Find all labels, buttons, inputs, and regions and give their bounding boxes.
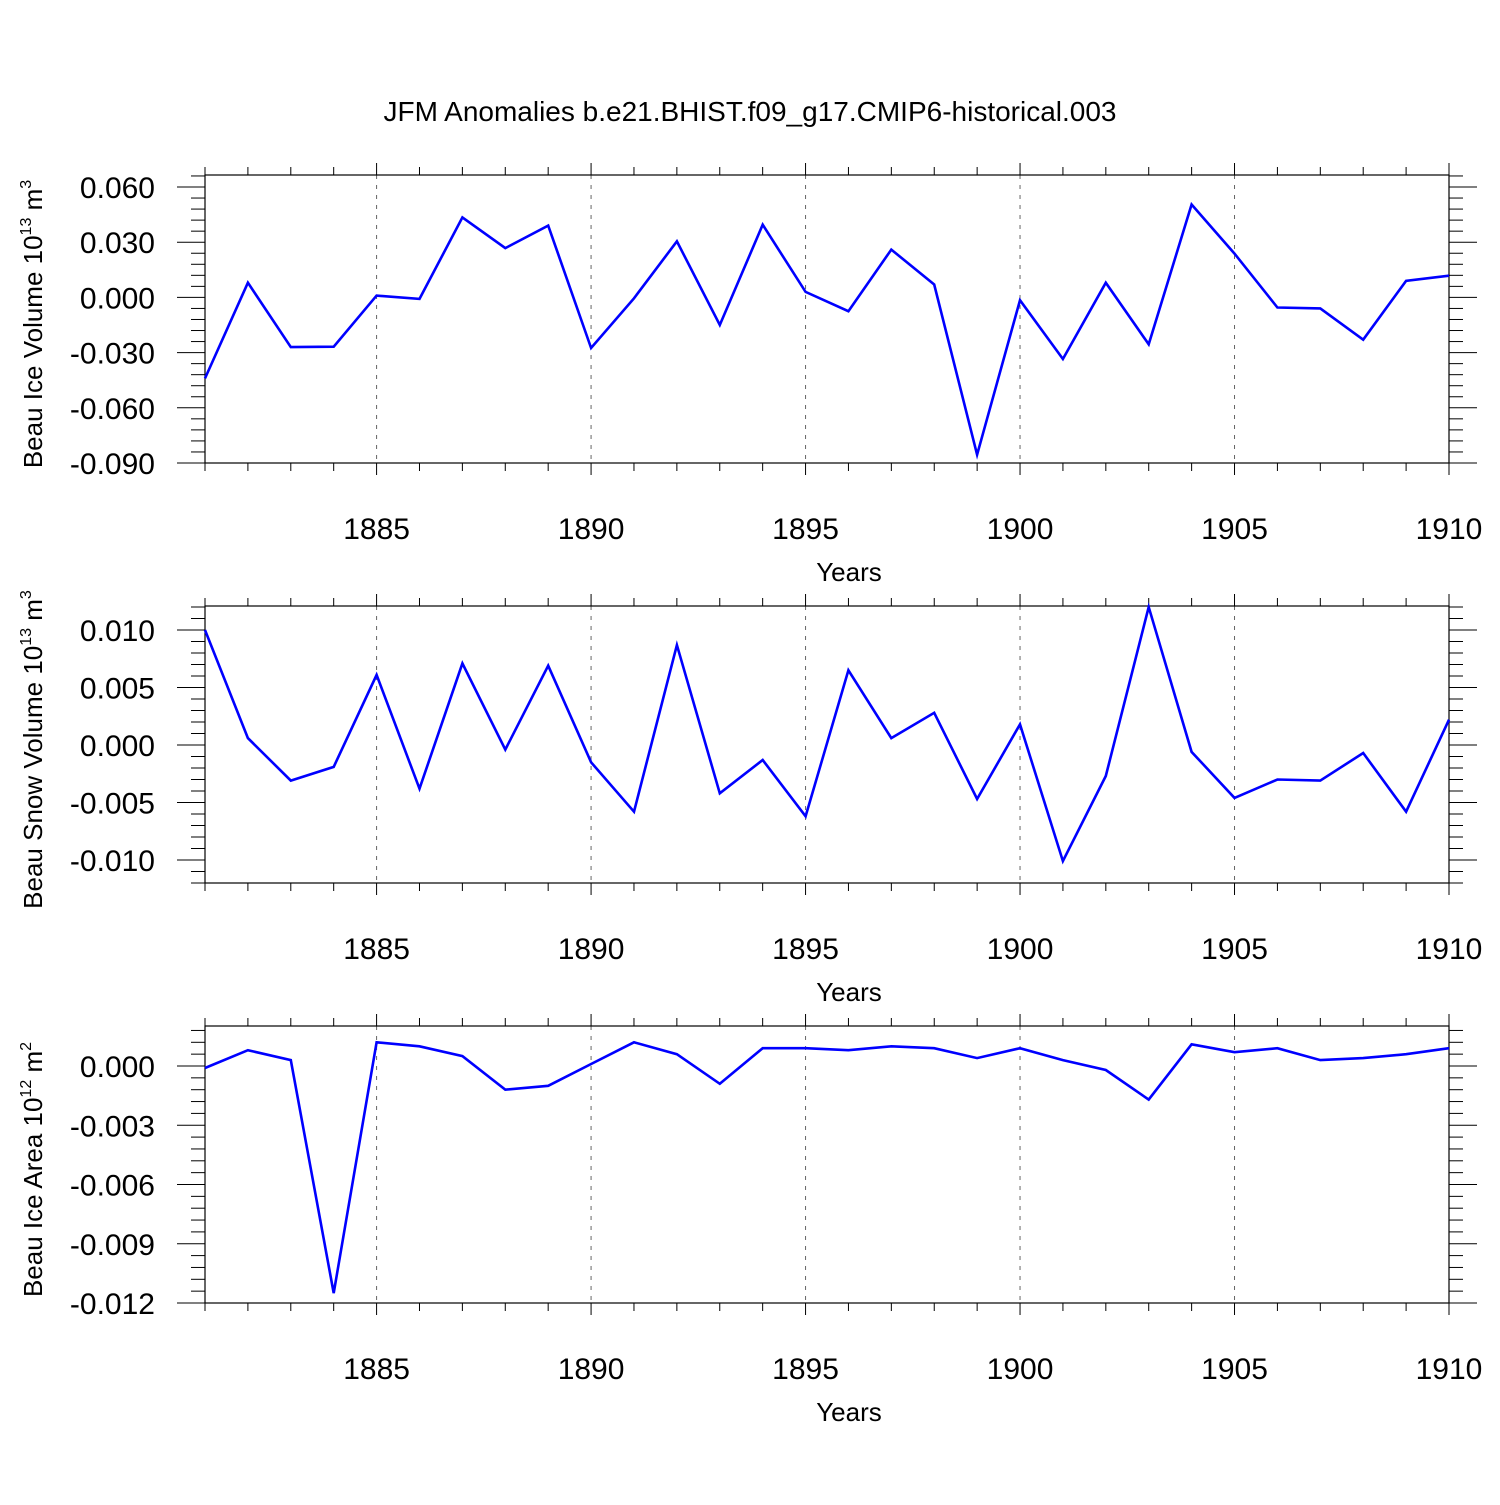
- y-tick-label: -0.060: [70, 393, 155, 426]
- x-tick-label: 1885: [343, 513, 410, 546]
- x-tick-label: 1890: [558, 933, 625, 966]
- y-tick-label: -0.012: [70, 1288, 155, 1321]
- x-axis-label: Years: [816, 977, 882, 1007]
- x-tick-label: 1885: [343, 1353, 410, 1386]
- plot-frame: [205, 1026, 1449, 1303]
- y-tick-label: 0.000: [80, 282, 155, 315]
- y-tick-label: -0.009: [70, 1229, 155, 1262]
- y-axis-label: Beau Snow Volume 1013 m3: [18, 590, 48, 909]
- y-axis-label: Beau Ice Area 1012 m2: [18, 1042, 48, 1297]
- x-tick-label: 1895: [772, 1353, 839, 1386]
- y-tick-label: 0.000: [80, 1051, 155, 1084]
- x-tick-label: 1885: [343, 933, 410, 966]
- x-tick-label: 1895: [772, 933, 839, 966]
- x-tick-label: 1900: [987, 513, 1054, 546]
- x-tick-label: 1910: [1416, 513, 1483, 546]
- y-axis-label: Beau Ice Volume 1013 m3: [18, 180, 48, 468]
- y-tick-label: 0.005: [80, 673, 155, 706]
- figure-title: JFM Anomalies b.e21.BHIST.f09_g17.CMIP6-…: [0, 96, 1500, 128]
- x-tick-label: 1895: [772, 513, 839, 546]
- x-tick-label: 1910: [1416, 933, 1483, 966]
- y-tick-label: -0.090: [70, 448, 155, 481]
- x-tick-label: 1890: [558, 1353, 625, 1386]
- x-tick-label: 1905: [1201, 1353, 1268, 1386]
- y-tick-label: -0.006: [70, 1170, 155, 1203]
- panel-1: -0.090 -0.060 -0.030 0.000 0.030 0.060 1885 189…: [18, 163, 1482, 587]
- panel-2: -0.010 -0.005 0.000 0.005 0.010 1885 1890 1895 1…: [18, 590, 1482, 1007]
- y-tick-label: 0.010: [80, 615, 155, 648]
- y-tick-label: 0.030: [80, 227, 155, 260]
- y-tick-label: 0.060: [80, 172, 155, 205]
- y-tick-label: 0.000: [80, 730, 155, 763]
- panel-3: -0.012 -0.009 -0.006 -0.003 0.000 1885 1890 189…: [18, 1014, 1482, 1427]
- series-line: [205, 1042, 1449, 1293]
- y-tick-label: -0.005: [70, 788, 155, 821]
- x-tick-label: 1900: [987, 933, 1054, 966]
- series-line: [205, 607, 1449, 861]
- x-tick-label: 1905: [1201, 933, 1268, 966]
- x-tick-label: 1905: [1201, 513, 1268, 546]
- x-axis-label: Years: [816, 557, 882, 587]
- series-line: [205, 205, 1449, 455]
- x-axis-label: Years: [816, 1397, 882, 1427]
- x-tick-label: 1900: [987, 1353, 1054, 1386]
- y-tick-label: -0.003: [70, 1110, 155, 1143]
- plot-frame: [205, 175, 1449, 463]
- x-tick-label: 1910: [1416, 1353, 1483, 1386]
- y-tick-label: -0.010: [70, 845, 155, 878]
- y-tick-label: -0.030: [70, 338, 155, 371]
- x-tick-label: 1890: [558, 513, 625, 546]
